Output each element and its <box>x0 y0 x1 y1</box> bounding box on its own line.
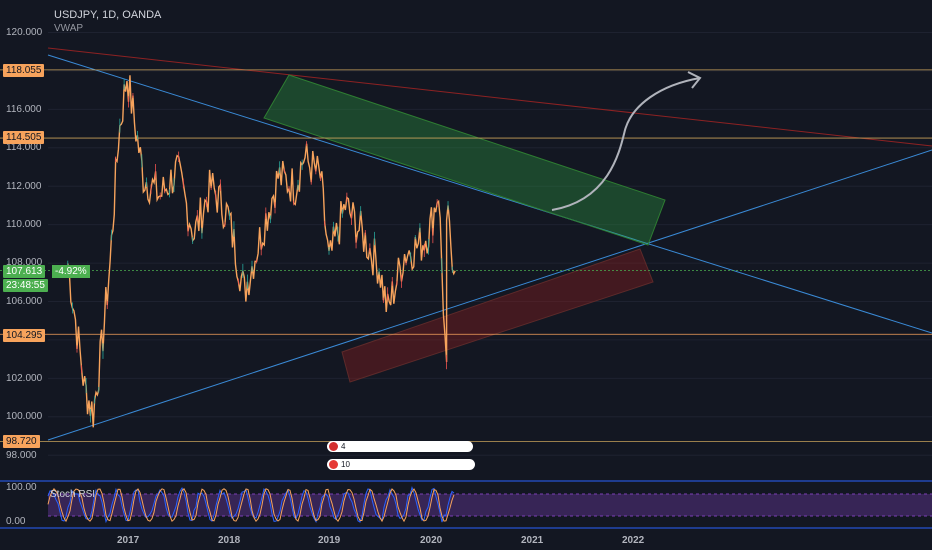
price-tick: 116.000 <box>6 104 42 115</box>
level-label-104: 104.295 <box>3 329 46 342</box>
time-tick: 2020 <box>420 535 443 546</box>
level-label-118: 118.055 <box>3 64 45 77</box>
price-tick: 100.000 <box>6 411 43 422</box>
rsi-tick: 100.00 <box>6 482 37 493</box>
bar-countdown-label: 23:48:55 <box>3 279 48 292</box>
last-price-label: 107.613 <box>3 265 46 278</box>
bullish-zone <box>263 74 666 246</box>
price-candles <box>67 79 453 423</box>
price-tick: 120.000 <box>6 27 43 38</box>
projection-arrow <box>551 77 701 211</box>
price-tick: 106.000 <box>6 296 43 307</box>
ascending-trendline <box>47 149 932 441</box>
time-tick: 2022 <box>622 535 645 546</box>
price-tick: 108.000 <box>6 257 43 268</box>
level-label-114: 114.505 <box>3 131 45 144</box>
record-icon <box>329 460 338 469</box>
horizontal-levels <box>0 69 932 442</box>
event-count: 4 <box>341 442 346 451</box>
descending-trendline <box>47 54 932 334</box>
price-tick: 110.000 <box>6 219 42 230</box>
rsi-d-line <box>47 488 455 523</box>
price-grid <box>48 32 932 456</box>
bearish-zone <box>341 248 654 383</box>
event-marker-4[interactable]: 4 <box>327 441 473 452</box>
price-tick: 114.000 <box>6 142 42 153</box>
level-label-98: 98.720 <box>3 435 40 448</box>
rsi-tick: 0.00 <box>6 516 26 527</box>
stoch-rsi-label: Stoch RSI <box>50 489 96 500</box>
price-tick: 98.000 <box>6 450 37 461</box>
time-tick: 2021 <box>521 535 544 546</box>
indicator-label: VWAP <box>54 23 84 34</box>
price-tick: 112.000 <box>6 181 42 192</box>
price-tick: 102.000 <box>6 373 43 384</box>
event-marker-10[interactable]: 10 <box>327 459 475 470</box>
resistance-line <box>47 47 932 147</box>
flag-icon <box>329 442 338 451</box>
event-count: 10 <box>341 460 350 469</box>
time-tick: 2019 <box>318 535 341 546</box>
projection-arrowhead <box>687 71 702 89</box>
time-tick: 2018 <box>218 535 241 546</box>
rsi-k-line <box>47 485 455 524</box>
chart-title: USDJPY, 1D, OANDA <box>54 9 162 21</box>
price-series-line <box>67 75 456 428</box>
price-change-badge: -4.92% <box>52 265 90 278</box>
time-tick: 2017 <box>117 535 140 546</box>
